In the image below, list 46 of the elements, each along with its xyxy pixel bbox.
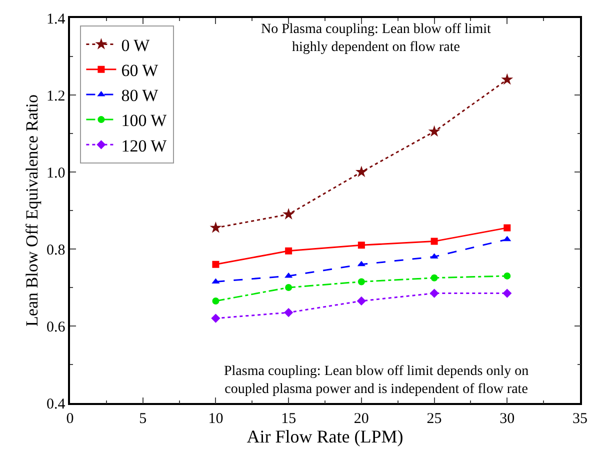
y-axis-title: Lean Blow Off Equivalence Ratio: [22, 94, 42, 326]
x-axis-title: Air Flow Rate (LPM): [246, 426, 404, 447]
x-tick-label: 35: [572, 410, 588, 427]
point: [355, 166, 368, 178]
legend-label: 120 W: [121, 136, 168, 156]
point: [211, 314, 220, 323]
point: [285, 247, 292, 254]
point: [428, 125, 440, 137]
point: [504, 272, 511, 280]
point: [358, 242, 365, 249]
x-tick-label: 10: [208, 410, 224, 427]
point: [285, 284, 292, 291]
annotation: No Plasma coupling: Lean blow off limit highly dependent on flow rate: [261, 22, 492, 56]
point: [430, 274, 438, 282]
x-tick-label: 0: [66, 410, 74, 427]
y-tick-label: 1.4: [46, 11, 66, 28]
y-tick-label: 0.4: [46, 396, 66, 412]
y-tick-label: 1.0: [46, 165, 66, 182]
y-tick-label: 0.8: [46, 242, 66, 258]
legend-label: 60 W: [121, 60, 160, 80]
point: [358, 278, 365, 286]
point: [210, 222, 222, 233]
point: [430, 288, 439, 298]
point: [501, 73, 514, 85]
annotation: Plasma coupling: Lean blow off limit depends only on coupled plasma power and is independent of flow rate: [224, 364, 529, 398]
point: [282, 208, 295, 220]
x-tick-label: 25: [426, 410, 442, 427]
point: [430, 238, 438, 245]
point: [212, 297, 220, 304]
legend-label: 0 W: [121, 36, 151, 55]
point: [357, 260, 366, 266]
point: [503, 236, 512, 242]
x-tick-label: 30: [500, 410, 515, 427]
x-tick-label: 20: [354, 410, 369, 427]
legend-label: 100 W: [121, 111, 168, 130]
point: [212, 260, 220, 268]
point: [502, 288, 512, 298]
point: [356, 296, 366, 306]
point: [504, 224, 511, 232]
x-tick-label: 5: [139, 410, 147, 427]
point: [284, 308, 294, 318]
legend-label: 80 W: [121, 86, 160, 106]
point: [284, 272, 293, 278]
y-tick-label: 0.6: [46, 319, 66, 336]
y-tick-label: 1.2: [46, 88, 66, 104]
x-tick-label: 15: [281, 410, 296, 427]
